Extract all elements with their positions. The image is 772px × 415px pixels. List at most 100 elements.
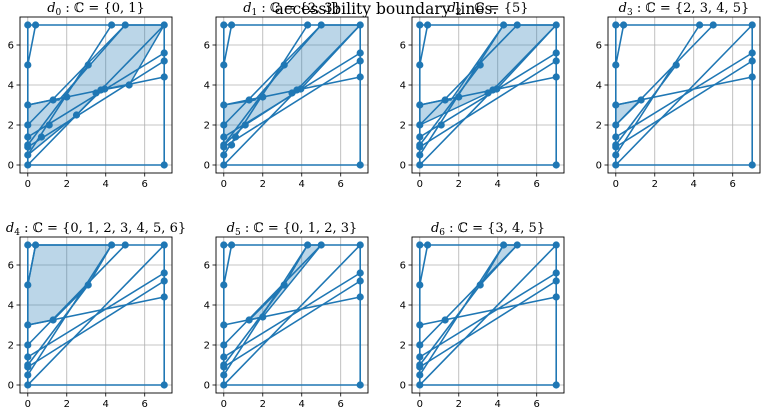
data-point <box>220 121 228 129</box>
data-point <box>160 293 168 301</box>
data-point <box>619 21 628 29</box>
x-tick-label: 4 <box>299 399 305 410</box>
data-point <box>748 73 756 81</box>
data-point <box>24 321 32 329</box>
data-point <box>423 21 432 29</box>
x-tick-label: 2 <box>260 179 266 190</box>
boundary-line <box>27 24 113 156</box>
data-point <box>220 321 228 329</box>
data-point <box>24 61 32 69</box>
x-tick-label: 4 <box>299 179 305 190</box>
axes-frame <box>411 16 565 174</box>
y-tick-label: 2 <box>204 341 210 352</box>
data-point <box>356 293 364 301</box>
panel-title: d2 : ℂ = {5} <box>447 1 528 18</box>
data-point <box>612 151 620 159</box>
y-tick-label: 0 <box>596 161 602 172</box>
axes-frame <box>607 16 761 174</box>
x-tick-label: 2 <box>260 399 266 410</box>
panel-d1: 0 2 4 6 0 2 4 6 d1 : ℂ = {2, 3} <box>204 1 369 190</box>
data-point <box>612 101 620 109</box>
boundary-line <box>419 60 557 148</box>
data-point <box>416 371 424 379</box>
data-point <box>493 85 501 93</box>
data-point <box>552 57 560 65</box>
y-tick-label: 2 <box>400 121 406 132</box>
y-tick-label: 2 <box>400 341 406 352</box>
data-point <box>220 361 228 369</box>
panel-title: d4 : ℂ = {0, 1, 2, 3, 4, 5, 6} <box>6 221 186 238</box>
data-point <box>484 89 492 97</box>
data-point <box>31 21 40 29</box>
data-point <box>356 73 364 81</box>
data-point <box>356 57 364 65</box>
data-point <box>612 121 620 129</box>
data-point <box>552 21 560 29</box>
data-point <box>121 21 129 29</box>
data-point <box>227 21 236 29</box>
data-point <box>416 61 424 69</box>
data-point <box>356 277 364 285</box>
data-point <box>160 241 168 249</box>
x-tick-label: 4 <box>103 179 109 190</box>
y-tick-label: 6 <box>204 261 210 272</box>
data-point <box>552 161 560 169</box>
data-point <box>552 269 560 277</box>
boundary-line <box>27 244 113 376</box>
boundary-line <box>615 24 714 126</box>
data-point <box>416 353 424 361</box>
data-point <box>24 151 32 159</box>
data-point <box>416 281 424 289</box>
data-point <box>637 96 645 104</box>
data-point <box>84 61 92 69</box>
data-point <box>748 49 756 57</box>
y-tick-label: 6 <box>400 41 406 52</box>
data-point <box>84 281 92 289</box>
panel-d2: 0 2 4 6 0 2 4 6 d2 : ℂ = {5} <box>400 1 565 190</box>
data-point <box>455 93 463 101</box>
data-point <box>220 341 228 349</box>
data-point <box>416 141 424 149</box>
panel-title: d0 : ℂ = {0, 1} <box>47 1 145 18</box>
boundary-line <box>27 280 165 368</box>
data-point <box>416 101 424 109</box>
axes-frame <box>411 236 565 394</box>
boundary-line <box>615 52 753 138</box>
data-point <box>220 353 228 361</box>
data-point <box>612 61 620 69</box>
boundary-line <box>419 280 557 368</box>
x-tick-label: 0 <box>221 179 227 190</box>
y-tick-label: 2 <box>596 121 602 132</box>
data-point <box>552 73 560 81</box>
panel-d5: 0 2 4 6 0 2 4 6 d5 : ℂ = {0, 1, 2, 3} <box>204 221 369 410</box>
data-point <box>107 241 116 249</box>
data-point <box>280 61 288 69</box>
data-point <box>125 81 133 89</box>
data-point <box>24 281 32 289</box>
boundary-line <box>27 24 37 66</box>
y-tick-label: 4 <box>8 301 14 312</box>
data-point <box>63 93 71 101</box>
panel-title: d5 : ℂ = {0, 1, 2, 3} <box>227 221 358 238</box>
data-point <box>441 96 449 104</box>
y-tick-label: 4 <box>400 301 406 312</box>
x-tick-label: 2 <box>652 179 658 190</box>
boundary-line <box>419 272 557 358</box>
data-point <box>24 21 32 29</box>
boundary-line <box>615 24 701 156</box>
data-point <box>259 313 267 321</box>
x-tick-label: 2 <box>64 399 70 410</box>
x-tick-label: 6 <box>142 179 148 190</box>
data-point <box>231 133 240 141</box>
data-point <box>160 161 168 169</box>
data-point <box>416 361 424 369</box>
panel-d6: 0 2 4 6 0 2 4 6 d6 : ℂ = {3, 4, 5} <box>400 221 565 410</box>
data-point <box>513 21 521 29</box>
data-point <box>423 241 432 249</box>
boundary-line <box>27 24 126 126</box>
data-point <box>24 371 32 379</box>
boundary-line <box>223 272 361 358</box>
boundary-line <box>223 60 361 148</box>
x-tick-label: 4 <box>495 399 501 410</box>
boundary-line <box>223 24 309 156</box>
